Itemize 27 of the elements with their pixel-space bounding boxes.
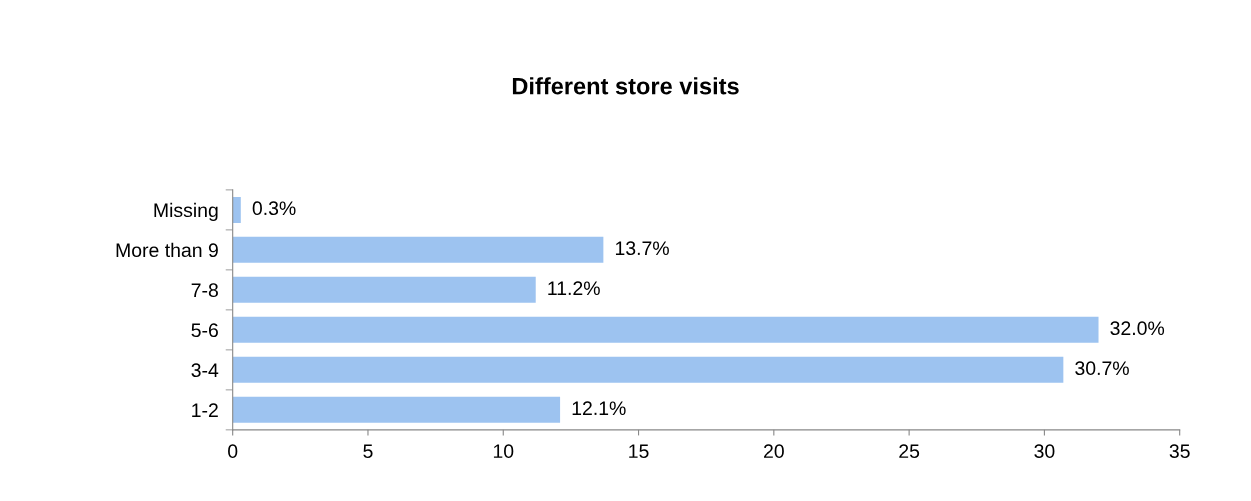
data-label: 13.7% (615, 241, 669, 256)
x-tick-label: 10 (493, 444, 514, 459)
y-tick-label: More than 9 (116, 242, 218, 258)
bar (232, 276, 536, 303)
data-label: 11.2% (548, 281, 600, 296)
y-tick-label: 1-2 (192, 403, 218, 417)
y-tick-label: 7-8 (191, 283, 218, 298)
bar (232, 396, 561, 423)
data-label: 0.3% (252, 201, 296, 216)
y-tick-label: 3-4 (191, 363, 219, 378)
x-tick-label: 20 (764, 444, 784, 459)
chart-title: Different store visits (512, 77, 739, 95)
y-tick-label: Missing (154, 202, 218, 221)
bar (232, 236, 604, 263)
x-tick-label: 5 (363, 444, 373, 459)
x-tick-label: 30 (1034, 444, 1055, 459)
x-tick-label: 35 (1169, 444, 1190, 459)
bar (232, 196, 241, 223)
data-label: 30.7% (1075, 361, 1129, 376)
y-tick-label: 5-6 (191, 323, 218, 338)
x-tick-label: 25 (899, 444, 920, 459)
bar (232, 356, 1064, 383)
x-tick-label: 0 (228, 444, 238, 459)
data-label: 12.1% (572, 401, 626, 415)
x-tick-label: 15 (629, 444, 649, 459)
bar (232, 316, 1099, 343)
data-label: 32.0% (1110, 321, 1165, 336)
